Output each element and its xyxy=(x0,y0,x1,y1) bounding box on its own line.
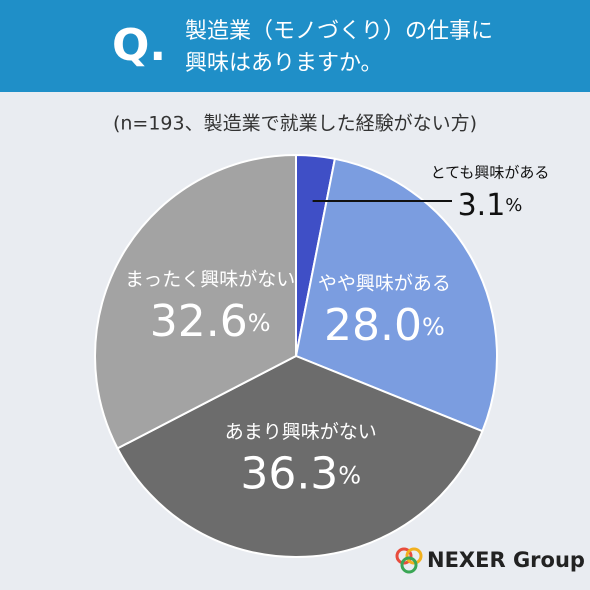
slices xyxy=(94,153,498,558)
title-line: 製造業（モノづくり）の仕事に xyxy=(185,19,493,44)
pie-slice xyxy=(116,354,484,558)
pie-slice xyxy=(294,157,498,433)
slice-name: まったく興味がない xyxy=(125,268,295,290)
logo-text: NEXER Group xyxy=(427,548,585,572)
value-label: 32.6% xyxy=(150,296,271,347)
slice-name: とても興味がある xyxy=(431,163,550,181)
title-line: 興味はありますか。 xyxy=(185,51,383,76)
slice-name: やや興味がある xyxy=(318,273,451,295)
value-label: 3.1% xyxy=(458,187,523,222)
question-marker: Q. xyxy=(112,20,166,71)
slice-name: あまり興味がない xyxy=(225,421,377,443)
pie-slice xyxy=(94,153,297,450)
subtitle: (n=193、製造業で就業した経験がない方) xyxy=(113,113,477,135)
value-label: 36.3% xyxy=(240,448,361,499)
header-band xyxy=(0,0,590,92)
value-label: 28.0% xyxy=(324,300,445,351)
logo-icon xyxy=(395,547,423,574)
